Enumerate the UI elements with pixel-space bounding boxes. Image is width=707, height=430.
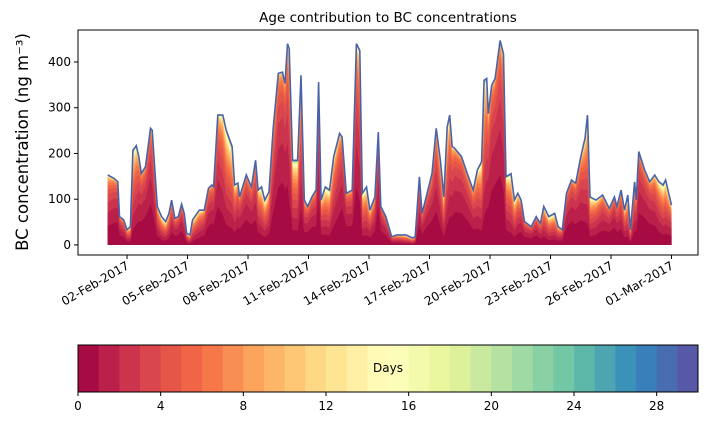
colorbar-bin-21: [512, 345, 534, 392]
x-tick-label: 23-Feb-2017: [482, 258, 555, 308]
colorbar-label: Days: [373, 361, 403, 375]
colorbar-tick-label: 16: [401, 399, 416, 413]
plot-frame: [77, 29, 699, 256]
colorbar-tick-label: 20: [484, 399, 499, 413]
colorbar-bin-29: [677, 345, 699, 392]
y-axis-label: BC concentration (ng m⁻³): [13, 33, 32, 251]
y-tick-label: 300: [48, 101, 71, 115]
colorbar-bin-26: [615, 345, 637, 392]
age-layer-1: [107, 129, 672, 245]
colorbar-frame: [77, 344, 699, 393]
colorbar-tick-label: 24: [566, 399, 581, 413]
colorbar-tick-label: 12: [318, 399, 333, 413]
colorbar-bin-28: [656, 345, 678, 392]
colorbar-bin-3: [140, 345, 162, 392]
x-tick-label: 17-Feb-2017: [361, 258, 434, 308]
colorbar-bin-15: [388, 345, 410, 392]
colorbar-bin-1: [98, 345, 120, 392]
x-tick-label: 08-Feb-2017: [180, 258, 253, 308]
colorbar-bin-18: [450, 345, 472, 392]
colorbar-bin-6: [202, 345, 224, 392]
colorbar-bin-17: [429, 345, 451, 392]
colorbar-bin-20: [491, 345, 513, 392]
age-layer-0: [107, 175, 672, 245]
colorbar-bin-7: [222, 345, 244, 392]
colorbar-bin-22: [532, 345, 554, 392]
chart-title: Age contribution to BC concentrations: [259, 10, 517, 26]
colorbar-bin-19: [470, 345, 492, 392]
colorbar-bin-24: [574, 345, 596, 392]
colorbar-tick-label: 28: [649, 399, 664, 413]
colorbar-bin-25: [594, 345, 616, 392]
stacked-age-areas: [107, 40, 673, 245]
colorbar-bin-8: [243, 345, 265, 392]
colorbar-bin-11: [305, 345, 327, 392]
x-tick-label: 14-Feb-2017: [301, 258, 374, 308]
colorbar-tick-label: 4: [157, 399, 165, 413]
colorbar: 0 4 8 12 16 20 24 28: [74, 344, 699, 413]
total-line: [107, 40, 673, 240]
x-tick-label: 20-Feb-2017: [422, 258, 495, 308]
colorbar-bin-27: [636, 345, 658, 392]
colorbar-tick-label: 0: [74, 399, 82, 413]
x-tick-label: 11-Feb-2017: [240, 258, 313, 308]
colorbar-bin-13: [346, 345, 368, 392]
colorbar-bin-9: [264, 345, 286, 392]
colorbar-bin-16: [408, 345, 430, 392]
y-tick-label: 100: [48, 192, 71, 206]
colorbar-bin-2: [119, 345, 141, 392]
y-tick-label: 200: [48, 146, 71, 160]
colorbar-bin-23: [553, 345, 575, 392]
colorbar-bin-14: [367, 345, 389, 392]
colorbar-bin-4: [160, 345, 182, 392]
colorbar-bin-5: [181, 345, 203, 392]
x-tick-label: 02-Feb-2017: [59, 258, 132, 308]
y-tick-label: 400: [48, 55, 71, 69]
colorbar-bin-0: [78, 345, 100, 392]
colorbar-tick-label: 8: [240, 399, 248, 413]
colorbar-bin-10: [284, 345, 306, 392]
colorbar-bin-12: [326, 345, 348, 392]
y-tick-label: 0: [63, 238, 71, 252]
x-tick-label: 01-Mar-2017: [603, 258, 676, 308]
x-tick-label: 05-Feb-2017: [119, 258, 192, 308]
